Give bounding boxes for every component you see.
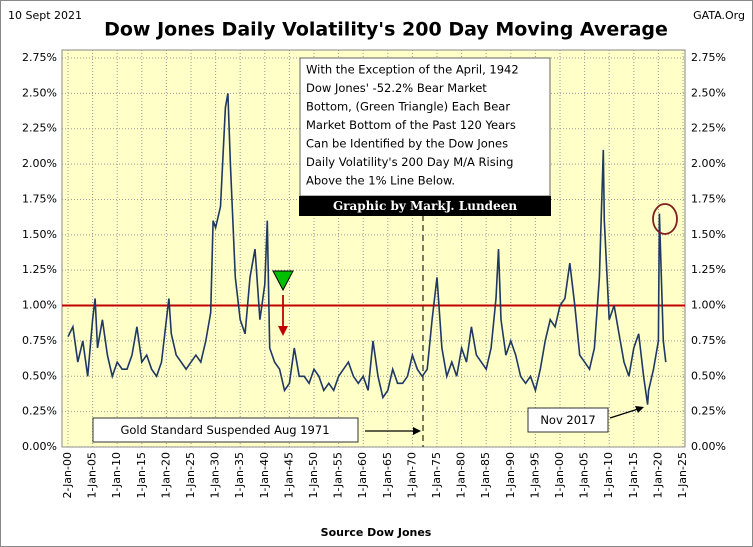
x-tick-label: 1-Jan-15 [135, 452, 148, 499]
x-tick-label: 1-Jan-70 [405, 452, 418, 499]
x-tick-label: 2-Jan-00 [61, 452, 74, 499]
x-tick-label: 1-Jan-10 [602, 452, 615, 499]
y-tick-label: 0.25% [22, 405, 57, 418]
gold-note: Gold Standard Suspended Aug 1971 [120, 423, 329, 437]
y2-tick-label: 1.25% [691, 263, 726, 276]
x-tick-label: 1-Jan-20 [651, 452, 664, 499]
y2-tick-label: 2.75% [691, 51, 726, 64]
arrow-head [413, 427, 421, 435]
x-tick-label: 1-Jan-95 [528, 452, 541, 499]
nov-box [527, 407, 609, 433]
x-tick-label: 1-Jan-85 [479, 452, 492, 499]
red-arrow-head [278, 326, 288, 336]
y-tick-label: 2.50% [22, 86, 57, 99]
y-tick-label: 0.00% [22, 440, 57, 453]
y2-tick-label: 0.75% [691, 334, 726, 347]
x-tick-label: 1-Jan-10 [110, 452, 123, 499]
y2-tick-label: 2.25% [691, 122, 726, 135]
credit: Graphic by MarkJ. Lundeen [333, 199, 517, 213]
y-tick-label: 1.00% [22, 299, 57, 312]
chart-title: Dow Jones Daily Volatility's 200 Day Mov… [104, 19, 668, 41]
nov-note: Nov 2017 [540, 413, 595, 427]
site: GATA.Org [693, 9, 745, 22]
green-triangle [272, 270, 294, 292]
x-tick-label: 1-Jan-05 [578, 452, 591, 499]
note-box [299, 57, 551, 197]
note-line: Above the 1% Line Below. [306, 174, 455, 188]
y-tick-label: 0.50% [22, 369, 57, 382]
x-tick-label: 1-Jan-35 [233, 452, 246, 499]
y2-tick-label: 1.00% [691, 299, 726, 312]
x-tick-label: 1-Jan-00 [553, 452, 566, 499]
y2-tick-label: 2.50% [691, 86, 726, 99]
note-line: Dow Jones' -52.2% Bear Market [306, 81, 487, 95]
x-tick-label: 1-Jan-90 [504, 452, 517, 499]
x-tick-label: 1-Jan-40 [258, 452, 271, 499]
y-tick-label: 2.25% [22, 122, 57, 135]
y-tick-label: 1.75% [22, 192, 57, 205]
highlight-circle [652, 203, 678, 235]
x-tick-label: 1-Jan-65 [381, 452, 394, 499]
x-tick-label: 1-Jan-25 [676, 452, 689, 499]
x-tick-label: 1-Jan-15 [627, 452, 640, 499]
note-line: Market Bottom of the Past 120 Years [306, 118, 516, 132]
note-line: Bottom, (Green Triangle) Each Bear [306, 100, 510, 114]
x-tick-label: 1-Jan-75 [430, 452, 443, 499]
note-line: With the Exception of the April, 1942 [306, 63, 519, 77]
arrow-head [635, 406, 644, 413]
gold-box [92, 417, 359, 443]
x-tick-label: 1-Jan-25 [184, 452, 197, 499]
y2-tick-label: 1.50% [691, 228, 726, 241]
x-tick-label: 1-Jan-45 [282, 452, 295, 499]
y2-tick-label: 1.75% [691, 192, 726, 205]
x-axis-label: Source Dow Jones [321, 526, 432, 539]
x-tick-label: 1-Jan-60 [356, 452, 369, 499]
y-tick-label: 1.50% [22, 228, 57, 241]
arrow [609, 408, 639, 419]
x-tick-label: 1-Jan-30 [209, 452, 222, 499]
credit-box [299, 196, 551, 216]
x-tick-label: 1-Jan-50 [307, 452, 320, 499]
note-line: Can be Identified by the Dow Jones [306, 137, 508, 151]
data-line [67, 93, 667, 405]
y-tick-label: 2.00% [22, 157, 57, 170]
y-tick-label: 0.75% [22, 334, 57, 347]
y-tick-label: 2.75% [22, 51, 57, 64]
note-line: Daily Volatility's 200 Day M/A Rising [306, 155, 513, 169]
x-tick-label: 1-Jan-80 [455, 452, 468, 499]
x-tick-label: 1-Jan-20 [159, 452, 172, 499]
date: 10 Sept 2021 [8, 9, 82, 22]
x-tick-label: 1-Jan-05 [86, 452, 99, 499]
x-tick-label: 1-Jan-55 [332, 452, 345, 499]
y2-tick-label: 0.25% [691, 405, 726, 418]
y2-tick-label: 2.00% [691, 157, 726, 170]
y2-tick-label: 0.00% [691, 440, 726, 453]
y2-tick-label: 0.50% [691, 369, 726, 382]
y-tick-label: 1.25% [22, 263, 57, 276]
